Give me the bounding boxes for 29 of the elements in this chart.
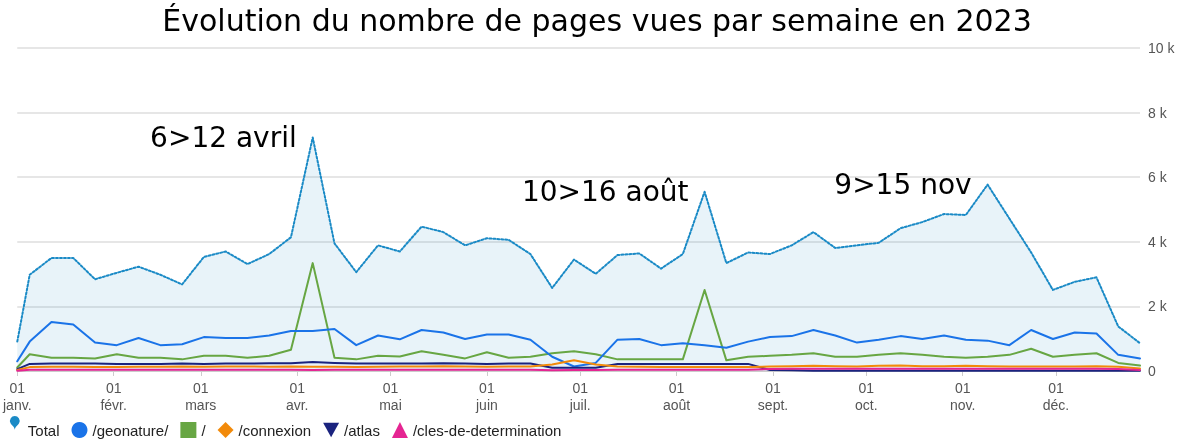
x-tick-label: 01 sept. [757, 379, 789, 413]
x-tick-label: 01 août [662, 379, 691, 413]
x-tick-label: 01 déc. [1042, 379, 1070, 413]
x-tick-label: 01 mai [379, 379, 402, 413]
x-tick-label: 01 avr. [285, 379, 309, 413]
y-tick-label: 6 k [1148, 169, 1168, 186]
annotation: 6>12 avril [150, 120, 297, 154]
legend-label: /atlas [344, 421, 380, 439]
y-tick-label: 10 k [1148, 40, 1176, 56]
legend-label: /connexion [238, 421, 312, 439]
x-tick-label: 01 janv. [1, 379, 32, 413]
y-tick-label: 0 [1148, 363, 1156, 379]
y-tick-label: 2 k [1148, 298, 1168, 315]
legend-label: /geonature/ [92, 421, 170, 439]
legend-label: /cles-de-determination [412, 421, 562, 439]
annotation: 10>16 août [521, 175, 689, 209]
x-tick-label: 01 mars [185, 379, 217, 413]
line-series [16, 320, 1141, 368]
x-tick-label: 01 oct. [855, 379, 878, 413]
y-tick-label: 4 k [1148, 233, 1168, 250]
annotation: 9>15 nov [834, 168, 972, 202]
y-tick-label: 8 k [1148, 104, 1168, 121]
legend-label: Total [27, 421, 60, 439]
x-tick-label: 01 juin [474, 379, 498, 413]
legend-label: / [201, 421, 207, 439]
x-tick-label: 01 févr. [100, 379, 127, 413]
x-tick-label: 01 juil. [568, 379, 591, 413]
x-tick-label: 01 nov. [950, 379, 976, 413]
chart-title: Évolution du nombre de pages vues par semaine en 2023 [162, 2, 1032, 38]
